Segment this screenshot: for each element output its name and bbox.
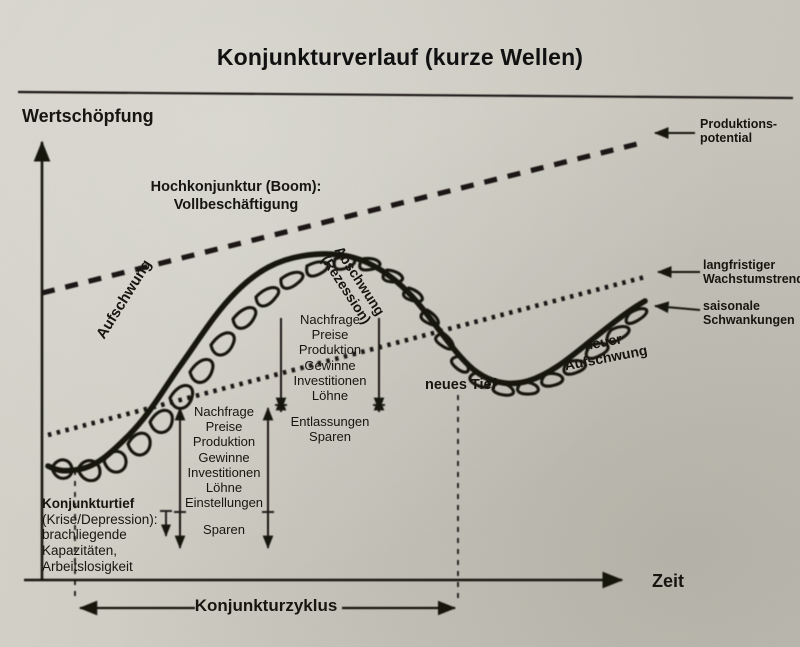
growth-trend-line1: langfristiger [703, 258, 776, 272]
boom-line2: Vollbeschäftigung [173, 197, 299, 214]
growth-trend-label: langfristiger Wachstumstrend [703, 258, 800, 286]
upswing-item-2: Produktion [192, 434, 256, 450]
cycle-curve-backbone [45, 251, 648, 474]
downswing-item-4: Investitionen [293, 372, 367, 388]
downswing-item-0: Nachfrage [300, 312, 360, 327]
trough-line2: (Krise/Depression): [42, 511, 158, 527]
seasonal-fluctuations-label: saisonale Schwankungen [703, 299, 795, 327]
page-title: Konjunkturverlauf (kurze Wellen) [216, 44, 584, 70]
growth-trend-line2: Wachstumstrend [703, 272, 800, 286]
production-potential-line [41, 139, 646, 296]
trough-line5: Arbeitslosigkeit [42, 558, 133, 574]
upswing-item-4: Investitionen [187, 464, 261, 480]
y-axis-label: Wertschöpfung [22, 106, 154, 126]
trough-line4: Kapazitäten, [42, 542, 118, 558]
downswing-secondary-1: Sparen [309, 429, 351, 445]
trough-line1: Konjunkturtief [42, 496, 135, 511]
cycle-bracket-label: Konjunkturzyklus [194, 596, 338, 615]
boom-line1: Hochkonjunktur (Boom): [150, 179, 322, 195]
downswing-secondary-list: Entlassungen Sparen [283, 414, 377, 444]
upswing-item-3: Gewinne [198, 449, 250, 465]
trough-label-block: Konjunkturtief (Krise/Depression): brach… [42, 496, 158, 574]
seasonal-oscillation-loops [50, 255, 649, 483]
upswing-item-5: Löhne [205, 480, 243, 496]
upswing-effects-list: Nachfrage Preise Produktion Gewinne Inve… [184, 404, 264, 510]
upswing-item-0: Nachfrage [194, 404, 254, 419]
upswing-item-1: Preise [205, 419, 243, 435]
downswing-item-1: Preise [311, 327, 349, 343]
growth-trend-line [47, 274, 646, 438]
trough-line3: brachliegende [42, 527, 127, 543]
upswing-item-6: Einstellungen [184, 495, 264, 511]
seasonal-line1: saisonale [703, 299, 760, 313]
upswing-saving-label: Sparen [203, 522, 245, 537]
production-potential-line2: potential [700, 130, 753, 145]
downswing-item-3: Gewinne [304, 357, 356, 373]
new-low-label: neues Tief [425, 377, 497, 393]
downswing-item-2: Produktion [298, 342, 362, 358]
production-potential-label: Produktions- potential [700, 117, 778, 146]
production-potential-line1: Produktions- [700, 117, 778, 131]
boom-label: Hochkonjunktur (Boom): Vollbeschäftigung [128, 178, 344, 214]
downswing-secondary-0: Entlassungen [290, 414, 370, 429]
downswing-item-5: Löhne [311, 388, 349, 404]
x-axis-label: Zeit [652, 571, 685, 591]
title-rule [17, 90, 794, 100]
seasonal-line2: Schwankungen [703, 313, 795, 327]
seasonal-leader [653, 301, 701, 314]
downswing-effects-list: Nachfrage Preise Produktion Gewinne Inve… [285, 312, 375, 403]
